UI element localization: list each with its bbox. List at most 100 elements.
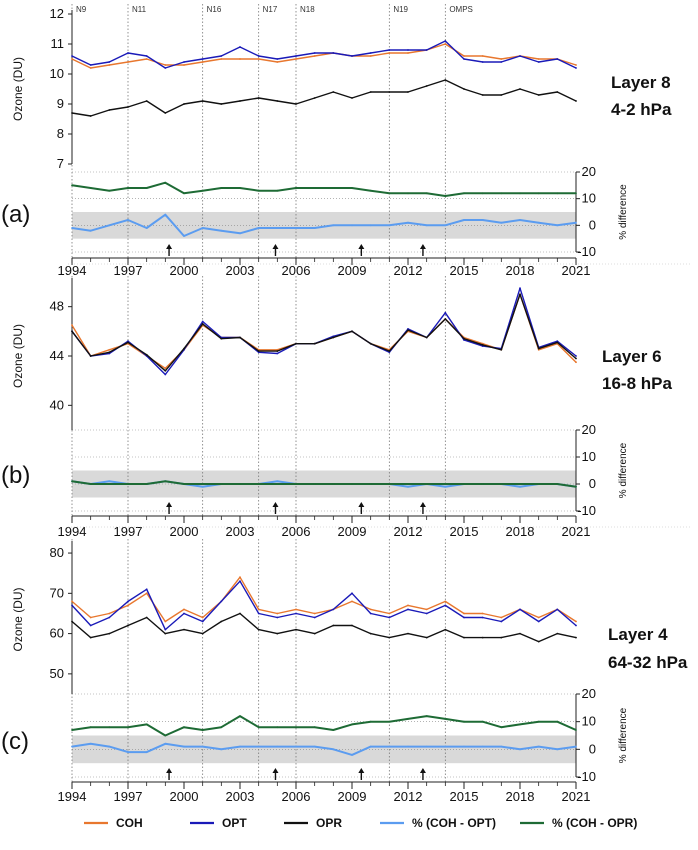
series-point-coh-opt [89, 229, 92, 232]
series-point-opr [481, 94, 484, 96]
series-point-coh-opt [351, 224, 353, 227]
series-point-opt [425, 612, 428, 615]
series-point-coh-opr [71, 184, 73, 187]
series-point-coh [407, 52, 409, 54]
series-point-opr [71, 330, 73, 333]
series-point-opt [257, 612, 260, 615]
series-point-coh-opr [89, 483, 92, 485]
series-point-coh-opr [463, 483, 465, 485]
percent-y-axis-title: % difference [618, 184, 629, 240]
series-point-opt [239, 46, 241, 48]
series-point-opt [89, 64, 92, 66]
series-point-coh-opt [556, 748, 559, 751]
series-point-coh-opt [220, 229, 223, 232]
series-point-coh-opt [444, 745, 447, 748]
series-point-coh-opt [145, 227, 148, 229]
satellite-label: N11 [132, 5, 147, 14]
series-point-opr [351, 624, 353, 627]
series-point-coh-opr [369, 720, 372, 723]
arrow-head [166, 502, 173, 507]
series-point-coh-opr [201, 483, 204, 485]
x-tick-label: 2012 [394, 789, 423, 804]
series-point-opt [351, 592, 353, 595]
series-point-coh-opt [556, 224, 559, 227]
series-point-opt [519, 55, 521, 57]
legend: COH OPT OPR % (COH - OPT) % (COH - OPR) [84, 816, 637, 830]
series-line-opt [71, 287, 577, 376]
series-point-coh-opr [313, 483, 316, 485]
series-point-coh [145, 592, 148, 595]
series-point-opr [407, 91, 409, 93]
x-tick-label: 2009 [338, 524, 367, 539]
series-point-coh-opr [145, 723, 148, 726]
series-point-coh-opr [444, 483, 447, 485]
series-point-coh-opt [295, 227, 297, 229]
percent-y-tick-label: 10 [582, 191, 596, 206]
series-point-opt [276, 616, 279, 619]
series-point-opr [145, 100, 148, 102]
series-point-opt [276, 58, 279, 60]
series-point-coh-opr [463, 192, 465, 195]
series-point-coh-opt [164, 213, 167, 216]
series-point-coh-opt [71, 227, 73, 229]
ozone-y-tick-label: 40 [50, 397, 64, 412]
series-point-coh-opr [145, 187, 148, 189]
series-point-coh-opt [537, 221, 540, 224]
series-point-opt [220, 55, 223, 57]
series-point-coh [257, 608, 260, 611]
series-point-opr [295, 103, 297, 105]
percent-y-tick-label: 0 [589, 741, 596, 756]
series-point-coh-opr [239, 187, 241, 189]
series-point-coh-opr [220, 187, 223, 189]
series-point-opr [519, 293, 521, 296]
series-point-opt [89, 624, 92, 627]
series-point-coh-opt [201, 745, 204, 748]
series-point-coh-opt [313, 227, 316, 229]
panel-letter: (a) [1, 201, 30, 228]
series-point-opr [89, 636, 92, 639]
percent-y-tick-label: -10 [577, 503, 596, 518]
series-point-opr [500, 348, 503, 351]
series-point-coh-opt [108, 745, 111, 748]
ozone-y-tick-label: 9 [57, 96, 64, 111]
series-point-coh-opt [407, 745, 409, 748]
series-point-coh-opr [556, 192, 559, 195]
series-point-coh-opr [425, 483, 428, 485]
x-tick-label: 1994 [58, 263, 87, 278]
series-point-opt [556, 608, 559, 611]
series-point-opr [388, 91, 391, 93]
series-point-opt [351, 55, 353, 57]
series-point-coh [463, 55, 465, 57]
series-line-opr [71, 612, 577, 643]
x-tick-label: 1994 [58, 789, 87, 804]
series-point-coh-opt [481, 219, 484, 221]
series-point-opr [481, 344, 484, 346]
ozone-y-tick-label: 48 [50, 299, 64, 314]
series-point-coh-opt [575, 221, 577, 224]
series-point-coh-opr [313, 726, 316, 729]
series-point-opr [444, 318, 447, 320]
series-point-coh-opr [575, 192, 577, 195]
ozone-y-tick-label: 50 [50, 666, 64, 681]
series-point-coh-opr [201, 189, 204, 192]
satellite-label: OMPS [449, 5, 473, 14]
series-point-coh-opt [519, 219, 521, 221]
series-point-coh-opr [500, 726, 503, 729]
x-tick-label: 2003 [226, 263, 255, 278]
series-point-coh [183, 64, 185, 66]
arrow-head [358, 244, 365, 249]
pressure-label: 4-2 hPa [611, 100, 672, 119]
series-point-opr [201, 323, 204, 325]
series-point-coh-opt [164, 742, 167, 745]
series-point-coh-opr [388, 192, 391, 195]
ozone-y-tick-label: 7 [57, 156, 64, 171]
ozone-y-axis-title: Ozone (DU) [11, 57, 25, 121]
series-point-opr [351, 97, 353, 99]
arrow-head [419, 768, 426, 773]
series-point-coh-opr [220, 726, 223, 729]
series-point-coh-opr [295, 483, 297, 485]
arrow-head [358, 768, 365, 773]
series-point-coh [164, 367, 167, 370]
series-point-coh-opt [500, 221, 503, 224]
x-tick-label: 2015 [450, 789, 479, 804]
